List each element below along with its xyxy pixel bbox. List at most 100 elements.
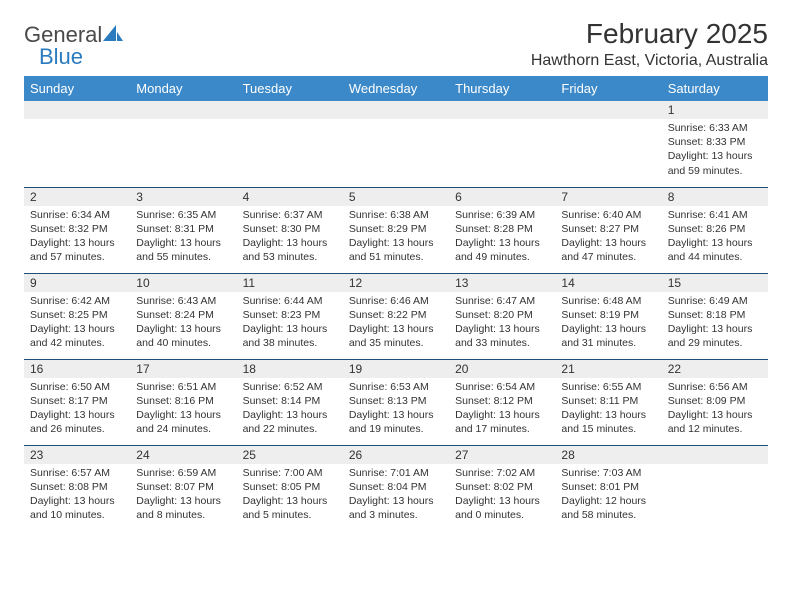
day-number xyxy=(343,101,449,119)
day-body: Sunrise: 6:46 AMSunset: 8:22 PMDaylight:… xyxy=(343,292,449,355)
day-body: Sunrise: 6:42 AMSunset: 8:25 PMDaylight:… xyxy=(24,292,130,355)
day-cell: 5Sunrise: 6:38 AMSunset: 8:29 PMDaylight… xyxy=(343,187,449,273)
day-body: Sunrise: 6:34 AMSunset: 8:32 PMDaylight:… xyxy=(24,206,130,269)
month-title: February 2025 xyxy=(531,18,768,50)
day-cell: 15Sunrise: 6:49 AMSunset: 8:18 PMDayligh… xyxy=(662,273,768,359)
day-body: Sunrise: 6:48 AMSunset: 8:19 PMDaylight:… xyxy=(555,292,661,355)
day-number: 4 xyxy=(237,188,343,206)
day-number: 22 xyxy=(662,360,768,378)
day-number: 19 xyxy=(343,360,449,378)
day-number: 8 xyxy=(662,188,768,206)
day-cell: 7Sunrise: 6:40 AMSunset: 8:27 PMDaylight… xyxy=(555,187,661,273)
day-number: 7 xyxy=(555,188,661,206)
day-cell: 20Sunrise: 6:54 AMSunset: 8:12 PMDayligh… xyxy=(449,359,555,445)
day-body: Sunrise: 6:51 AMSunset: 8:16 PMDaylight:… xyxy=(130,378,236,441)
day-body: Sunrise: 6:47 AMSunset: 8:20 PMDaylight:… xyxy=(449,292,555,355)
day-number: 3 xyxy=(130,188,236,206)
day-cell: 26Sunrise: 7:01 AMSunset: 8:04 PMDayligh… xyxy=(343,445,449,531)
day-number: 21 xyxy=(555,360,661,378)
day-body: Sunrise: 6:39 AMSunset: 8:28 PMDaylight:… xyxy=(449,206,555,269)
day-cell: 18Sunrise: 6:52 AMSunset: 8:14 PMDayligh… xyxy=(237,359,343,445)
day-cell: 17Sunrise: 6:51 AMSunset: 8:16 PMDayligh… xyxy=(130,359,236,445)
title-block: February 2025 Hawthorn East, Victoria, A… xyxy=(531,18,768,70)
empty-cell xyxy=(662,445,768,531)
day-body: Sunrise: 6:35 AMSunset: 8:31 PMDaylight:… xyxy=(130,206,236,269)
day-number xyxy=(237,101,343,119)
empty-cell xyxy=(130,101,236,187)
header: General Blue February 2025 Hawthorn East… xyxy=(24,18,768,70)
day-cell: 14Sunrise: 6:48 AMSunset: 8:19 PMDayligh… xyxy=(555,273,661,359)
day-body: Sunrise: 6:41 AMSunset: 8:26 PMDaylight:… xyxy=(662,206,768,269)
day-number: 26 xyxy=(343,446,449,464)
logo-sail-icon xyxy=(102,24,124,47)
day-number: 6 xyxy=(449,188,555,206)
day-number: 5 xyxy=(343,188,449,206)
day-number: 12 xyxy=(343,274,449,292)
day-number xyxy=(662,446,768,464)
day-number: 17 xyxy=(130,360,236,378)
day-body: Sunrise: 6:40 AMSunset: 8:27 PMDaylight:… xyxy=(555,206,661,269)
weekday-header-row: SundayMondayTuesdayWednesdayThursdayFrid… xyxy=(24,76,768,101)
location: Hawthorn East, Victoria, Australia xyxy=(531,52,768,70)
weekday-header: Wednesday xyxy=(343,76,449,101)
day-cell: 22Sunrise: 6:56 AMSunset: 8:09 PMDayligh… xyxy=(662,359,768,445)
day-number: 23 xyxy=(24,446,130,464)
day-body: Sunrise: 7:01 AMSunset: 8:04 PMDaylight:… xyxy=(343,464,449,527)
day-cell: 27Sunrise: 7:02 AMSunset: 8:02 PMDayligh… xyxy=(449,445,555,531)
day-number: 27 xyxy=(449,446,555,464)
day-number: 13 xyxy=(449,274,555,292)
empty-cell xyxy=(343,101,449,187)
weekday-header: Thursday xyxy=(449,76,555,101)
day-number: 10 xyxy=(130,274,236,292)
day-body: Sunrise: 7:00 AMSunset: 8:05 PMDaylight:… xyxy=(237,464,343,527)
empty-cell xyxy=(237,101,343,187)
day-body: Sunrise: 6:53 AMSunset: 8:13 PMDaylight:… xyxy=(343,378,449,441)
day-number: 25 xyxy=(237,446,343,464)
day-number xyxy=(24,101,130,119)
day-body: Sunrise: 6:49 AMSunset: 8:18 PMDaylight:… xyxy=(662,292,768,355)
day-cell: 3Sunrise: 6:35 AMSunset: 8:31 PMDaylight… xyxy=(130,187,236,273)
day-cell: 2Sunrise: 6:34 AMSunset: 8:32 PMDaylight… xyxy=(24,187,130,273)
day-cell: 4Sunrise: 6:37 AMSunset: 8:30 PMDaylight… xyxy=(237,187,343,273)
day-cell: 25Sunrise: 7:00 AMSunset: 8:05 PMDayligh… xyxy=(237,445,343,531)
day-cell: 13Sunrise: 6:47 AMSunset: 8:20 PMDayligh… xyxy=(449,273,555,359)
day-cell: 8Sunrise: 6:41 AMSunset: 8:26 PMDaylight… xyxy=(662,187,768,273)
day-body: Sunrise: 6:59 AMSunset: 8:07 PMDaylight:… xyxy=(130,464,236,527)
weekday-header: Monday xyxy=(130,76,236,101)
day-cell: 10Sunrise: 6:43 AMSunset: 8:24 PMDayligh… xyxy=(130,273,236,359)
day-body: Sunrise: 7:02 AMSunset: 8:02 PMDaylight:… xyxy=(449,464,555,527)
calendar-table: SundayMondayTuesdayWednesdayThursdayFrid… xyxy=(24,76,768,531)
day-body: Sunrise: 6:54 AMSunset: 8:12 PMDaylight:… xyxy=(449,378,555,441)
empty-cell xyxy=(555,101,661,187)
day-body: Sunrise: 7:03 AMSunset: 8:01 PMDaylight:… xyxy=(555,464,661,527)
week-row: 16Sunrise: 6:50 AMSunset: 8:17 PMDayligh… xyxy=(24,359,768,445)
day-cell: 19Sunrise: 6:53 AMSunset: 8:13 PMDayligh… xyxy=(343,359,449,445)
weekday-header: Saturday xyxy=(662,76,768,101)
day-number xyxy=(449,101,555,119)
day-number: 24 xyxy=(130,446,236,464)
day-cell: 6Sunrise: 6:39 AMSunset: 8:28 PMDaylight… xyxy=(449,187,555,273)
day-number xyxy=(555,101,661,119)
day-cell: 21Sunrise: 6:55 AMSunset: 8:11 PMDayligh… xyxy=(555,359,661,445)
day-number: 1 xyxy=(662,101,768,119)
day-number: 14 xyxy=(555,274,661,292)
day-number: 20 xyxy=(449,360,555,378)
weekday-header: Sunday xyxy=(24,76,130,101)
calendar-body: 1Sunrise: 6:33 AMSunset: 8:33 PMDaylight… xyxy=(24,101,768,531)
day-cell: 28Sunrise: 7:03 AMSunset: 8:01 PMDayligh… xyxy=(555,445,661,531)
logo-text-blue: Blue xyxy=(39,44,124,70)
weekday-header: Friday xyxy=(555,76,661,101)
day-number: 11 xyxy=(237,274,343,292)
day-body: Sunrise: 6:52 AMSunset: 8:14 PMDaylight:… xyxy=(237,378,343,441)
day-cell: 23Sunrise: 6:57 AMSunset: 8:08 PMDayligh… xyxy=(24,445,130,531)
day-number: 16 xyxy=(24,360,130,378)
day-body: Sunrise: 6:37 AMSunset: 8:30 PMDaylight:… xyxy=(237,206,343,269)
day-body: Sunrise: 6:50 AMSunset: 8:17 PMDaylight:… xyxy=(24,378,130,441)
weekday-header: Tuesday xyxy=(237,76,343,101)
day-body: Sunrise: 6:44 AMSunset: 8:23 PMDaylight:… xyxy=(237,292,343,355)
day-body: Sunrise: 6:38 AMSunset: 8:29 PMDaylight:… xyxy=(343,206,449,269)
day-number: 18 xyxy=(237,360,343,378)
day-body: Sunrise: 6:56 AMSunset: 8:09 PMDaylight:… xyxy=(662,378,768,441)
week-row: 1Sunrise: 6:33 AMSunset: 8:33 PMDaylight… xyxy=(24,101,768,187)
day-cell: 11Sunrise: 6:44 AMSunset: 8:23 PMDayligh… xyxy=(237,273,343,359)
